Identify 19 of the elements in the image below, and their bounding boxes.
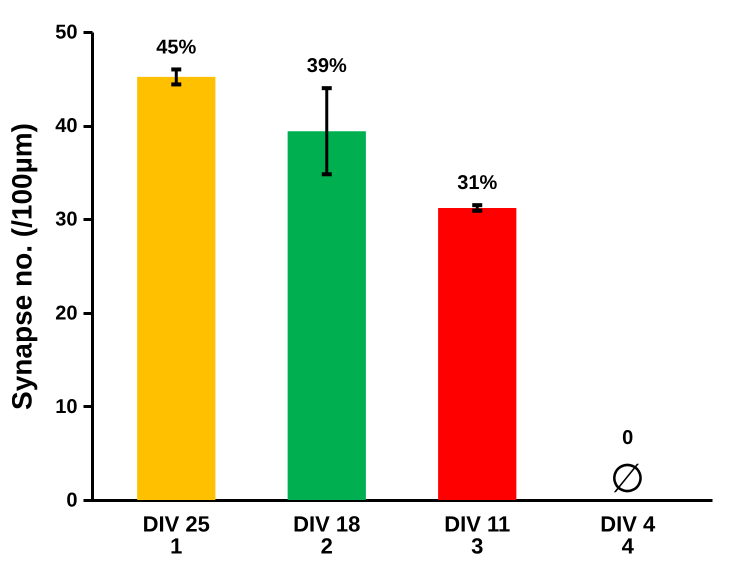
y-tick-label: 30 — [55, 208, 78, 231]
x-tick-label: DIV 25 1 — [142, 512, 210, 558]
x-tick-label: DIV 11 3 — [444, 512, 510, 558]
data-label: 0 — [622, 427, 634, 449]
x-tick-label: DIV 4 4 — [600, 512, 656, 558]
y-axis-title: Synapse no. (/100µm) — [6, 123, 38, 410]
bar — [438, 208, 516, 500]
x-tick-label: DIV 18 2 — [293, 512, 360, 558]
data-label: 45% — [156, 36, 196, 58]
bar — [137, 76, 216, 500]
y-tick-label: 20 — [55, 302, 78, 324]
y-tick-label: 0 — [66, 490, 78, 512]
y-tick-label: 40 — [55, 115, 78, 138]
y-tick-label: 10 — [55, 396, 78, 418]
annotation: ∅ — [610, 457, 646, 501]
data-label: 31% — [457, 172, 498, 194]
y-tick-label: 50 — [55, 22, 78, 44]
data-label: 39% — [306, 55, 347, 78]
bar — [288, 131, 366, 500]
